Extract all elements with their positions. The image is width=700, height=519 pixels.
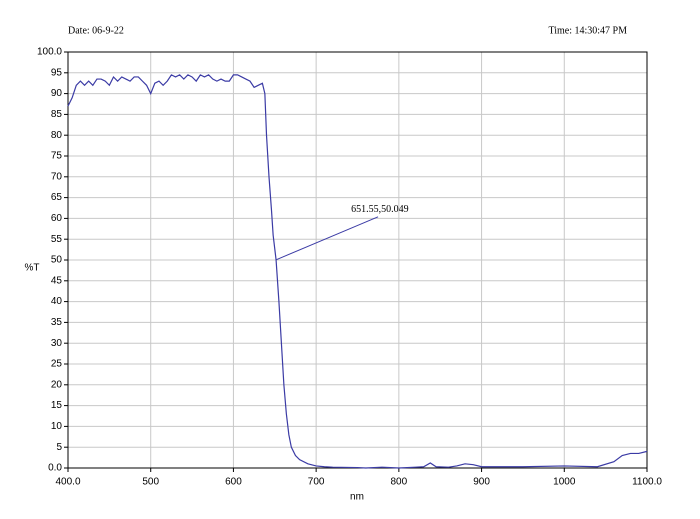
y-tick-label: 20 — [51, 379, 63, 390]
y-tick-label: 10 — [51, 421, 63, 432]
y-tick-label: 95 — [51, 67, 63, 78]
y-tick-label: 50 — [51, 255, 63, 266]
x-tick-label: 1100.0 — [632, 477, 662, 488]
y-tick-label: 75 — [51, 151, 63, 162]
x-tick-label: 1000 — [553, 477, 576, 488]
x-tick-label: 700 — [308, 477, 325, 488]
y-tick-label: 55 — [51, 234, 63, 245]
y-tick-label: 80 — [51, 130, 63, 141]
header-date: Date: 06-9-22 — [68, 25, 124, 36]
annotation-leader — [275, 216, 379, 261]
x-tick-label: 900 — [473, 477, 490, 488]
x-tick-label: 400.0 — [55, 477, 80, 488]
y-tick-label: 0.0 — [48, 463, 62, 474]
y-tick-label: 90 — [51, 88, 63, 99]
y-tick-label: 45 — [51, 275, 63, 286]
x-tick-label: 500 — [142, 477, 159, 488]
x-tick-label: 800 — [391, 477, 408, 488]
y-tick-label: 100.0 — [37, 47, 62, 58]
y-tick-label: 60 — [51, 213, 63, 224]
y-tick-label: 70 — [51, 171, 63, 182]
y-tick-label: 25 — [51, 359, 63, 370]
annotation-label: 651.55,50.049 — [351, 204, 409, 215]
y-tick-label: 30 — [51, 338, 63, 349]
y-tick-label: 85 — [51, 109, 63, 120]
y-axis-label: %T — [25, 263, 40, 274]
x-tick-label: 600 — [225, 477, 242, 488]
x-axis-label: nm — [350, 492, 364, 503]
header-time: Time: 14:30:47 PM — [548, 25, 627, 36]
y-tick-label: 15 — [51, 400, 63, 411]
y-tick-label: 5 — [56, 442, 62, 453]
data-line — [67, 74, 648, 469]
y-tick-label: 40 — [51, 296, 63, 307]
y-tick-label: 35 — [51, 317, 63, 328]
y-tick-label: 65 — [51, 192, 63, 203]
